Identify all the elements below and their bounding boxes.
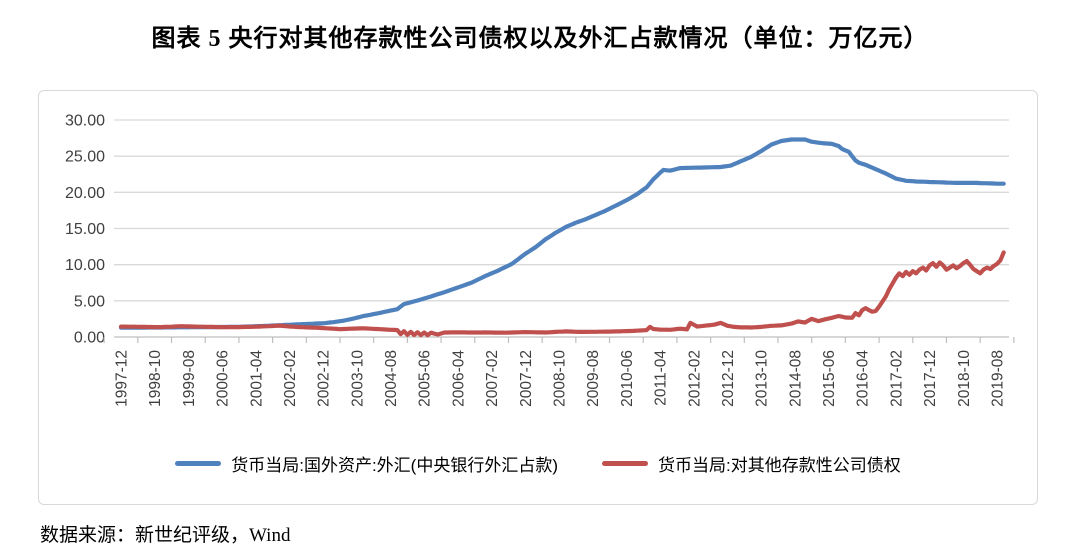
- x-tick-label: 2002-12: [316, 350, 333, 407]
- x-tick-label: 2018-10: [956, 350, 973, 407]
- x-tick-label: 2008-10: [552, 350, 569, 407]
- legend-item-claims: 货币当局:对其他存款性公司债权: [602, 451, 901, 476]
- x-tick-label: 2001-04: [248, 350, 265, 407]
- x-tick-label: 2017-12: [922, 350, 939, 407]
- series-line-0: [118, 137, 1006, 330]
- line-chart: 30.00 25.00 20.00 15.00 10.00 5.00 0.00 1997-12…: [65, 113, 1015, 407]
- x-tick-label: 2013-10: [754, 350, 771, 407]
- x-tick-label: 2014-08: [787, 350, 804, 407]
- x-tick-label: 1998-10: [147, 350, 164, 407]
- x-tick-label: 2012-02: [686, 350, 703, 407]
- x-tick-label: 2011-04: [653, 350, 670, 406]
- x-tick-label: 1997-12: [114, 350, 131, 407]
- chart-title: 图表 5 央行对其他存款性公司债权以及外汇占款情况（单位：万亿元）: [151, 26, 929, 52]
- legend-line-swatch-blue: [175, 460, 222, 467]
- y-tick-label: 25.00: [65, 149, 105, 166]
- x-tick-label: 2002-02: [282, 350, 299, 407]
- legend-line-swatch-red: [602, 460, 649, 467]
- chart-panel: 30.00 25.00 20.00 15.00 10.00 5.00 0.00 1997-12…: [38, 90, 1038, 505]
- x-tick-label: 2010-06: [619, 350, 636, 407]
- y-tick-label: 15.00: [65, 221, 105, 238]
- legend-label-fx: 货币当局:国外资产:外汇(中央银行外汇占款): [231, 456, 559, 475]
- legend-item-fx: 货币当局:国外资产:外汇(中央银行外汇占款): [175, 451, 558, 476]
- x-tick-label: 2007-02: [484, 350, 501, 407]
- x-tick-label: 2005-06: [417, 350, 434, 407]
- x-tick-label: 2017-02: [888, 350, 905, 407]
- x-tick-label: 2000-06: [215, 350, 232, 407]
- x-tick-label: 2006-04: [450, 350, 467, 407]
- x-tick-label: 2019-08: [990, 350, 1007, 407]
- x-tick-label: 1999-08: [181, 350, 198, 407]
- x-tick-label: 2009-08: [585, 350, 602, 407]
- series-line-1: [118, 250, 1006, 338]
- x-tick-label: 2012-12: [720, 350, 737, 407]
- y-tick-label: 10.00: [65, 257, 105, 274]
- y-tick-label: 0.00: [74, 330, 105, 347]
- x-tick-label: 2004-08: [383, 350, 400, 407]
- x-tick-label: 2016-04: [855, 350, 872, 407]
- y-tick-label: 5.00: [74, 293, 105, 310]
- x-tick-label: 2003-10: [349, 350, 366, 407]
- legend-label-claims: 货币当局:对其他存款性公司债权: [658, 456, 901, 475]
- x-tick-label: 2007-12: [518, 350, 535, 407]
- y-tick-label: 30.00: [65, 113, 105, 130]
- x-tick-label: 2015-06: [821, 350, 838, 407]
- legend: 货币当局:国外资产:外汇(中央银行外汇占款) 货币当局:对其他存款性公司债权: [39, 451, 1037, 476]
- source-note: 数据来源：新世纪评级，Wind: [40, 525, 291, 546]
- y-tick-label: 20.00: [65, 185, 105, 202]
